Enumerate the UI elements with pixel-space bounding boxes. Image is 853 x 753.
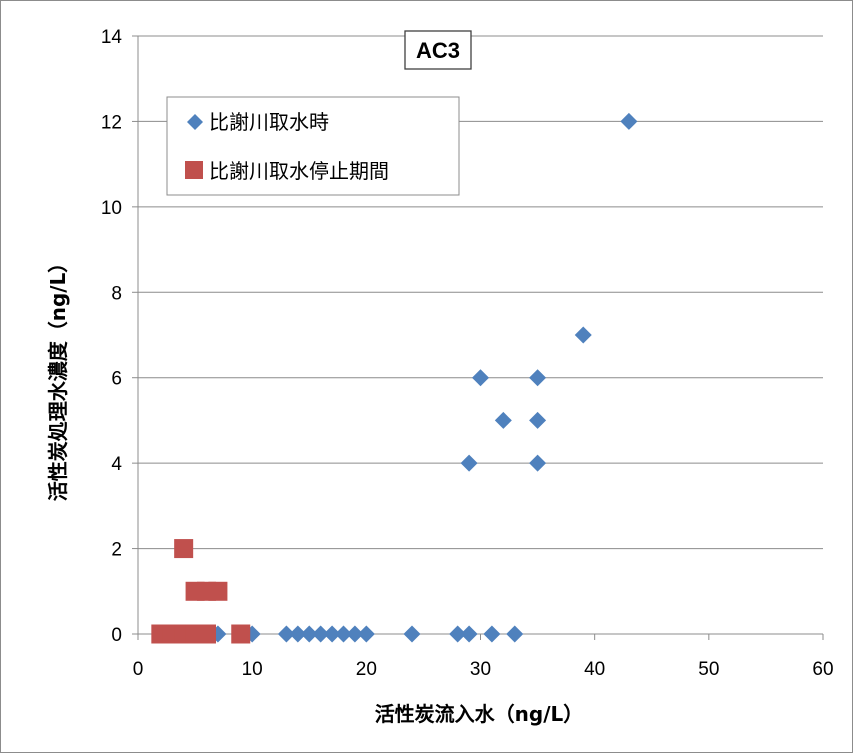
- x-tick-label: 50: [698, 659, 719, 680]
- data-point-series-1: [460, 625, 478, 643]
- x-axis-title: 活性炭流入水（ng/L）: [375, 702, 584, 726]
- data-point-series-2: [208, 581, 228, 601]
- chart-title: AC3: [416, 38, 460, 63]
- y-tick-label: 4: [111, 454, 122, 475]
- legend: 比謝川取水時 比謝川取水停止期間: [166, 96, 460, 196]
- data-point-series-1: [460, 454, 478, 472]
- x-tick-label: 20: [356, 659, 377, 680]
- data-point-series-1: [312, 625, 330, 643]
- legend-label-series-1: 比謝川取水時: [209, 110, 329, 134]
- y-tick-labels: 0 2 4 6 8 10 12 14: [101, 27, 123, 646]
- data-point-series-1: [346, 625, 364, 643]
- y-tick-label: 0: [111, 625, 122, 646]
- x-tick-labels: 0 10 20 30 40 50 60: [133, 659, 834, 680]
- data-point-series-1: [335, 625, 352, 643]
- data-point-series-1: [277, 625, 295, 643]
- x-tick-label: 60: [812, 659, 833, 680]
- y-tick-label: 12: [101, 112, 122, 133]
- y-axis-title: 活性炭処理水濃度（ng/L）: [46, 253, 70, 502]
- data-point-series-1: [620, 112, 638, 130]
- data-point-series-1: [323, 625, 341, 643]
- x-tick-label: 0: [133, 659, 144, 680]
- data-point-series-1: [529, 411, 547, 429]
- y-tick-label: 8: [111, 283, 122, 304]
- x-tick-label: 40: [584, 659, 605, 680]
- data-point-series-1: [494, 411, 512, 429]
- data-point-series-1: [300, 625, 318, 643]
- x-tick-label: 10: [242, 659, 263, 680]
- y-tick-label: 14: [101, 27, 123, 48]
- y-tick-label: 2: [111, 540, 122, 561]
- legend-marker-diamond-icon: [187, 114, 203, 130]
- data-point-series-1: [357, 625, 375, 643]
- data-points: [151, 112, 638, 644]
- data-point-series-1: [483, 625, 501, 643]
- chart-title-box: AC3: [404, 30, 472, 70]
- data-point-series-1: [289, 625, 307, 643]
- legend-label-series-2: 比謝川取水停止期間: [209, 159, 389, 183]
- data-point-series-1: [529, 369, 547, 387]
- data-point-series-1: [529, 454, 547, 472]
- data-point-series-2: [174, 539, 194, 559]
- data-point-series-2: [231, 624, 251, 644]
- data-point-series-2: [197, 624, 216, 644]
- data-point-series-1: [472, 369, 489, 387]
- data-point-series-1: [403, 625, 421, 643]
- y-tick-label: 6: [111, 369, 122, 390]
- data-point-series-1: [574, 326, 592, 344]
- data-point-series-1: [449, 625, 467, 643]
- x-tick-label: 30: [470, 659, 491, 680]
- data-point-series-1: [506, 625, 524, 643]
- legend-marker-square-icon: [185, 161, 203, 179]
- y-tick-label: 10: [101, 198, 122, 219]
